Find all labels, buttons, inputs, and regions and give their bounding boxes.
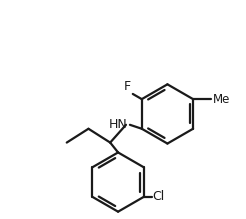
Text: F: F xyxy=(124,80,131,93)
Text: HN: HN xyxy=(109,118,128,131)
Text: Me: Me xyxy=(213,93,230,106)
Text: Cl: Cl xyxy=(153,190,165,203)
